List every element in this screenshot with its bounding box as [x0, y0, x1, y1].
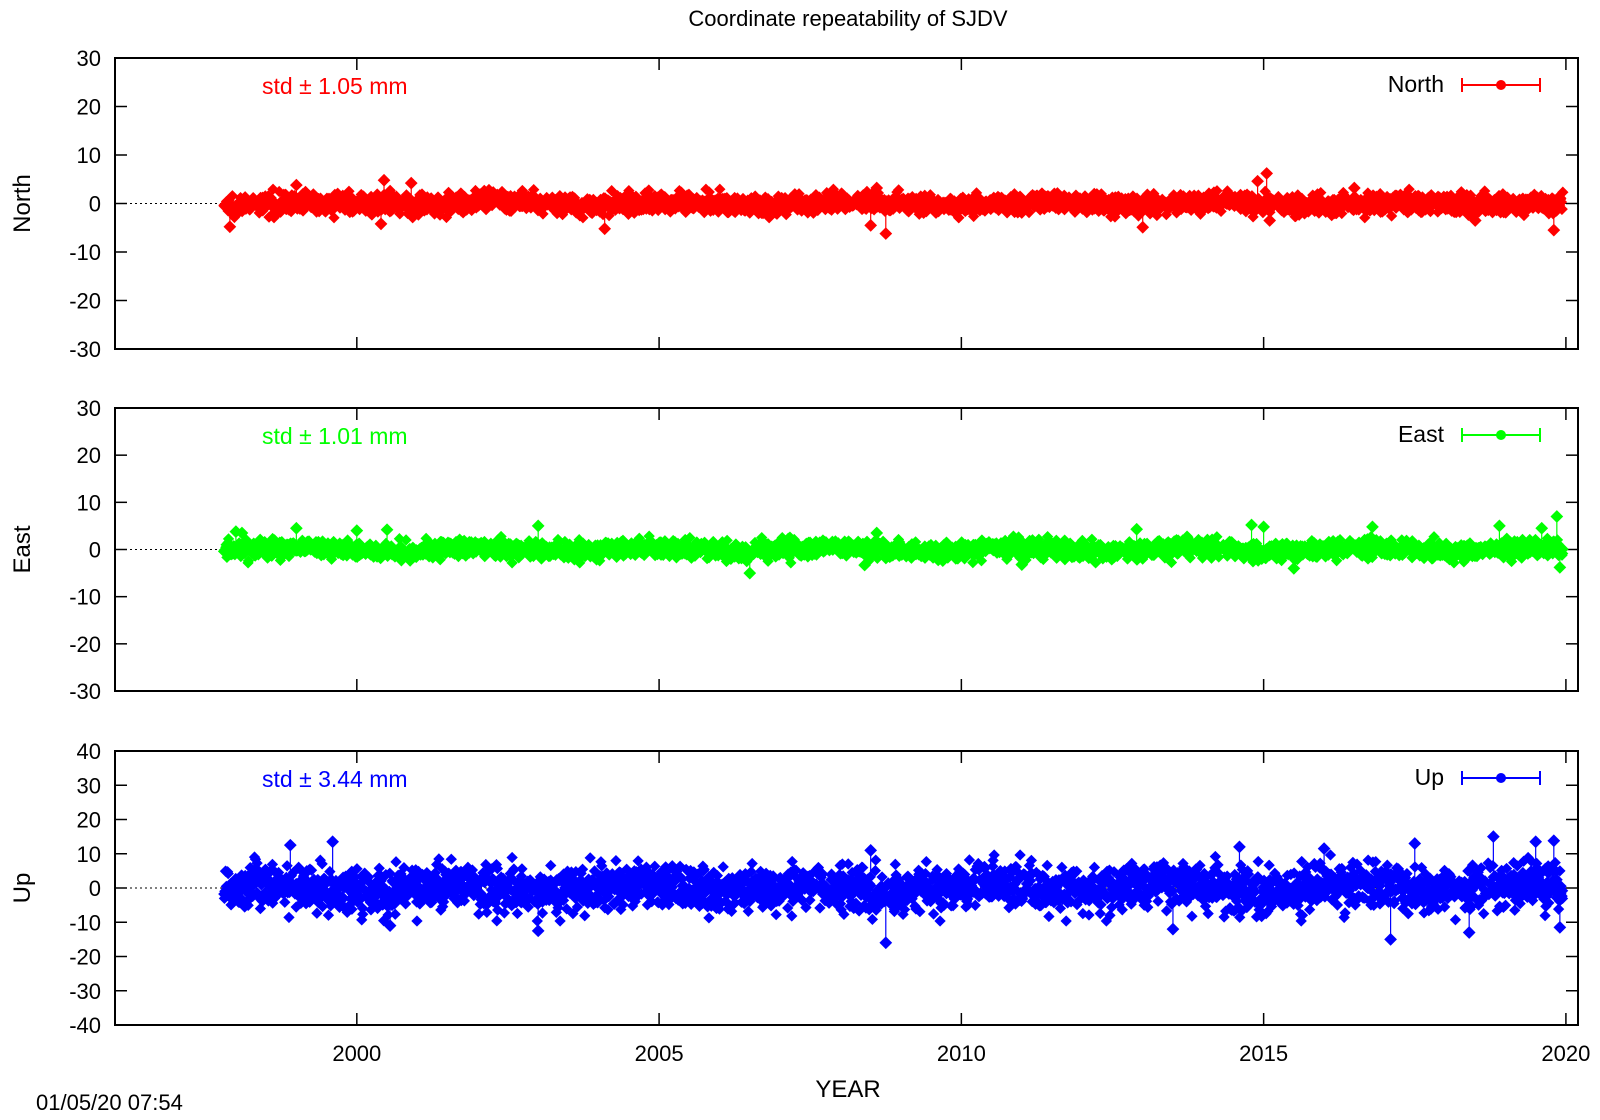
y-tick-label: -30	[69, 337, 101, 362]
data-point	[226, 190, 239, 202]
legend-label: North	[1388, 71, 1444, 97]
std-label: std ± 1.05 mm	[262, 73, 408, 99]
data-point	[537, 208, 549, 220]
legend: North	[1388, 71, 1541, 97]
y-tick-label: 30	[77, 46, 101, 71]
y-tick-label: -10	[69, 240, 101, 265]
chart-title: Coordinate repeatability of SJDV	[688, 6, 1007, 31]
y-tick-label: -20	[69, 289, 101, 314]
panel-north: -30 -20 -10 0 10 20 30 North std ± 1.05 mm North	[9, 46, 1579, 362]
y-axis-label: North	[9, 174, 36, 233]
y-tick-label: 20	[77, 95, 101, 120]
y-tick-label: 0	[89, 192, 101, 217]
y-tick-label: 10	[77, 143, 101, 168]
series-north	[218, 167, 1569, 240]
data-point	[714, 183, 726, 195]
data-point	[328, 212, 340, 224]
legend-marker	[1496, 80, 1506, 90]
data-point	[528, 184, 540, 196]
panels: -30 -20 -10 0 10 20 30 North std ± 1.05 mm North-…	[9, 46, 1579, 1038]
